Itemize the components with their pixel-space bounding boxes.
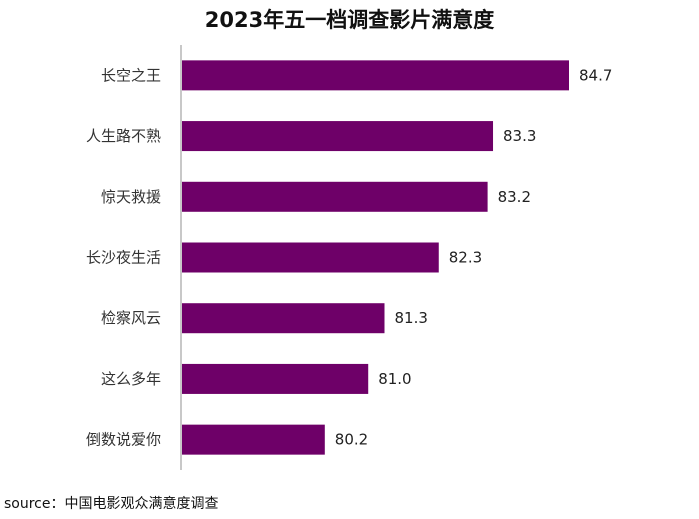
value-label-6: 81.0 [378,370,411,388]
category-label-4: 长沙夜生活 [86,249,161,267]
bar-3 [182,181,488,212]
value-label-4: 82.3 [449,249,482,267]
bar-1 [182,60,569,91]
bar-7 [182,424,325,455]
category-label-5: 检察风云 [101,309,161,327]
value-label-2: 83.3 [503,127,536,145]
bars-group: 长空之王 84.7 人生路不熟 83.3 惊天救援 83.2 长沙夜生活 82.3 检察风云 81… [86,60,612,455]
category-label-7: 倒数说爱你 [86,431,161,449]
source-note: source：中国电影观众满意度调查 [4,496,219,512]
category-label-1: 长空之王 [101,66,161,84]
bar-4 [182,242,439,273]
category-label-3: 惊天救援 [101,188,161,206]
category-label-2: 人生路不熟 [86,127,161,145]
category-label-6: 这么多年 [101,370,161,388]
value-label-3: 83.2 [498,188,531,206]
bar-6 [182,363,369,394]
bar-5 [182,303,385,334]
value-label-7: 80.2 [335,431,368,449]
value-label-1: 84.7 [579,66,612,84]
chart-title: 2023年五一档调查影片满意度 [204,8,495,32]
value-label-5: 81.3 [394,309,427,327]
bar-2 [182,121,494,152]
